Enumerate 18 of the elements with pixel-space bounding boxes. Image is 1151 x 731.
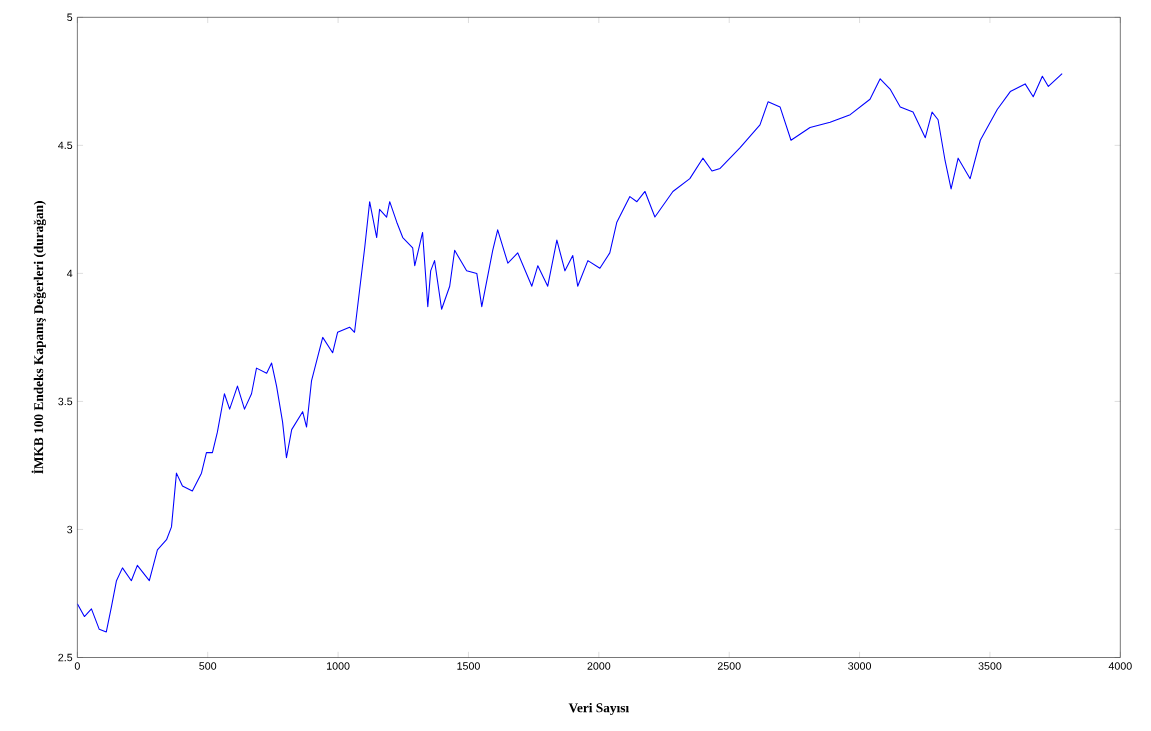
y-tick-label: 5 <box>67 13 73 22</box>
x-tick-label: 3500 <box>978 662 1002 670</box>
x-tick-label: 2000 <box>587 662 611 670</box>
x-axis-title: Veri Sayısı <box>568 702 629 716</box>
y-tick-label: 2.5 <box>58 653 73 662</box>
x-tick-label: 1500 <box>457 662 480 670</box>
x-tick-label: 0 <box>74 662 80 670</box>
y-tick-label: 4 <box>66 269 73 278</box>
y-tick-label: 3.5 <box>58 397 73 406</box>
y-tick-label: 4.5 <box>58 141 73 150</box>
line-series <box>77 73 1063 633</box>
y-tick-label: 3 <box>67 525 73 534</box>
x-tick-label: 3000 <box>848 662 872 670</box>
x-tick-label: 4000 <box>1108 662 1132 670</box>
x-tick-label: 500 <box>199 662 217 670</box>
x-tick-label: 2500 <box>717 662 741 670</box>
x-tick-label: 1000 <box>327 662 350 670</box>
y-axis-title: İMKB 100 Endeks Kapanış Değerleri (durağan) <box>31 201 46 474</box>
